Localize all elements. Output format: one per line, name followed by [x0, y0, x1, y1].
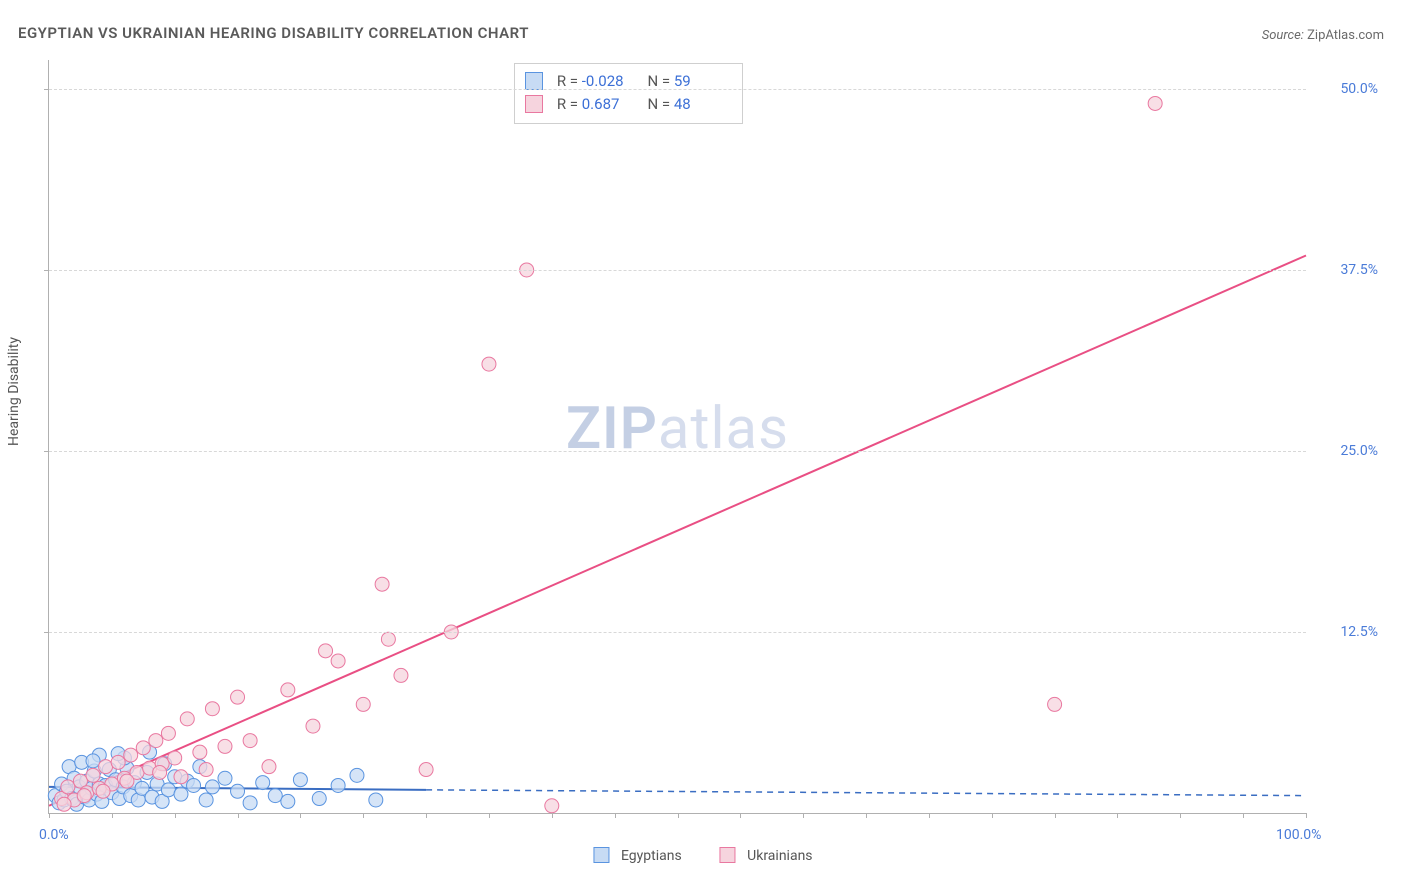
stat-n-value: 48: [674, 93, 728, 116]
series-swatch-icon: [525, 72, 543, 90]
y-axis-label: Hearing Disability: [6, 337, 22, 446]
chart-title: EGYPTIAN VS UKRAINIAN HEARING DISABILITY…: [18, 24, 529, 42]
legend-label: Egyptians: [621, 848, 682, 864]
legend-item: Egyptians: [593, 847, 681, 864]
plot-svg: [49, 60, 1306, 813]
x-tick-label: 0.0%: [39, 827, 69, 843]
stats-legend-box: R = -0.028 N = 59 R = 0.687 N = 48: [514, 63, 743, 124]
source-label: Source:: [1262, 28, 1304, 43]
stat-n-label: N =: [647, 95, 670, 113]
stat-n-label: N =: [647, 72, 670, 90]
stat-r-label: R =: [557, 72, 578, 90]
y-tick-label: 37.5%: [1340, 262, 1378, 278]
y-tick-label: 25.0%: [1340, 443, 1378, 459]
stat-r-label: R =: [557, 95, 578, 113]
plot-area: ZIPatlas R = -0.028 N = 59 R = 0.687 N =…: [48, 60, 1306, 814]
series-swatch-icon: [593, 847, 609, 863]
legend-item: Ukrainians: [720, 847, 813, 864]
legend-label: Ukrainians: [747, 848, 812, 864]
legend-bottom: Egyptians Ukrainians: [593, 847, 812, 864]
y-tick-label: 12.5%: [1340, 624, 1378, 640]
stats-row: R = 0.687 N = 48: [525, 93, 728, 116]
x-tick-label: 100.0%: [1276, 827, 1336, 843]
source-value: ZipAtlas.com: [1307, 28, 1384, 43]
source-attribution: Source: ZipAtlas.com: [1262, 28, 1384, 43]
series-swatch-icon: [720, 847, 736, 863]
chart-area: ZIPatlas R = -0.028 N = 59 R = 0.687 N =…: [48, 60, 1306, 814]
series-swatch-icon: [525, 95, 543, 113]
y-tick-label: 50.0%: [1340, 81, 1378, 97]
stat-r-value: 0.687: [582, 93, 636, 116]
